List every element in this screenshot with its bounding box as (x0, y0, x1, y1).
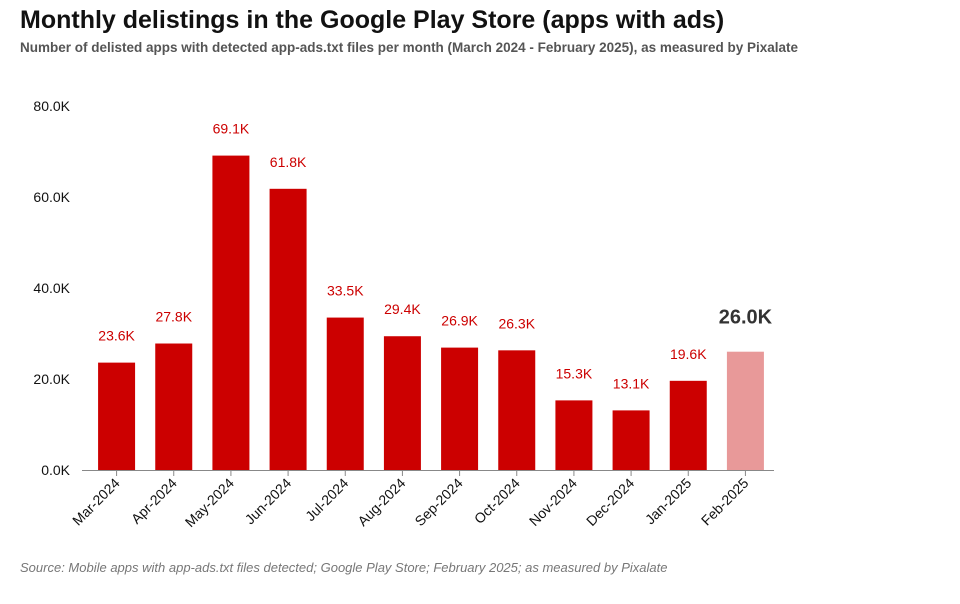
x-tick-label-aug-2024: Aug-2024 (354, 475, 408, 529)
bar-chart: 0.0K 20.0K 40.0K 60.0K 80.0K 23.6K 27.8K 69.1K… (33, 98, 774, 530)
data-label-jun-2024: 61.8K (270, 154, 307, 170)
y-tick-label: 40.0K (33, 280, 70, 296)
x-tick-label-mar-2024: Mar-2024 (69, 475, 123, 529)
x-tick-label-sep-2024: Sep-2024 (411, 475, 465, 529)
y-tick-label: 80.0K (33, 98, 70, 114)
data-label-mar-2024: 23.6K (98, 328, 135, 344)
bar-feb-2025 (726, 351, 764, 470)
data-label-feb-2025: 26.0K (719, 307, 773, 329)
bar-nov-2024 (555, 400, 593, 470)
y-tick-label: 60.0K (33, 189, 70, 205)
data-label-apr-2024: 27.8K (155, 309, 192, 325)
data-label-may-2024: 69.1K (213, 121, 250, 137)
data-label-jan-2025: 19.6K (670, 346, 707, 362)
x-tick-label-oct-2024: Oct-2024 (471, 475, 523, 527)
y-axis: 0.0K 20.0K 40.0K 60.0K 80.0K (33, 98, 70, 478)
source-note: Source: Mobile apps with app-ads.txt fil… (20, 560, 668, 575)
x-tick-label-jan-2025: Jan-2025 (642, 475, 695, 528)
data-label-oct-2024: 26.3K (498, 315, 535, 331)
bar-may-2024 (212, 155, 250, 470)
bar-mar-2024 (98, 362, 136, 470)
bar-labels: 23.6K 27.8K 69.1K 61.8K 33.5K 29.4K 26.9K 26.3K… (98, 121, 772, 392)
x-tick-label-jul-2024: Jul-2024 (302, 475, 351, 524)
chart-title: Monthly delistings in the Google Play St… (20, 6, 725, 34)
y-tick-label: 20.0K (33, 371, 70, 387)
y-tick-label: 0.0K (41, 462, 70, 478)
data-label-sep-2024: 26.9K (441, 313, 478, 329)
x-tick-label-nov-2024: Nov-2024 (526, 475, 580, 529)
bar-sep-2024 (441, 347, 479, 470)
data-label-aug-2024: 29.4K (384, 301, 421, 317)
x-axis: Mar-2024 Apr-2024 May-2024 Jun-2024 Jul-2024… (69, 470, 774, 530)
data-label-dec-2024: 13.1K (613, 375, 650, 391)
bar-jun-2024 (269, 188, 307, 470)
bars (98, 155, 764, 470)
data-label-jul-2024: 33.5K (327, 283, 364, 299)
data-label-nov-2024: 15.3K (556, 365, 593, 381)
bar-oct-2024 (498, 350, 536, 470)
x-tick-label-may-2024: May-2024 (182, 475, 237, 530)
bar-jan-2025 (669, 380, 707, 470)
bar-jul-2024 (326, 317, 364, 470)
x-tick-label-apr-2024: Apr-2024 (128, 475, 180, 527)
x-tick-label-dec-2024: Dec-2024 (583, 475, 637, 529)
x-tick-label-feb-2025: Feb-2025 (698, 475, 752, 529)
x-tick-label-jun-2024: Jun-2024 (242, 475, 295, 528)
chart-subtitle: Number of delisted apps with detected ap… (20, 40, 798, 55)
bar-apr-2024 (155, 343, 193, 470)
bar-aug-2024 (383, 336, 421, 470)
bar-dec-2024 (612, 410, 650, 470)
